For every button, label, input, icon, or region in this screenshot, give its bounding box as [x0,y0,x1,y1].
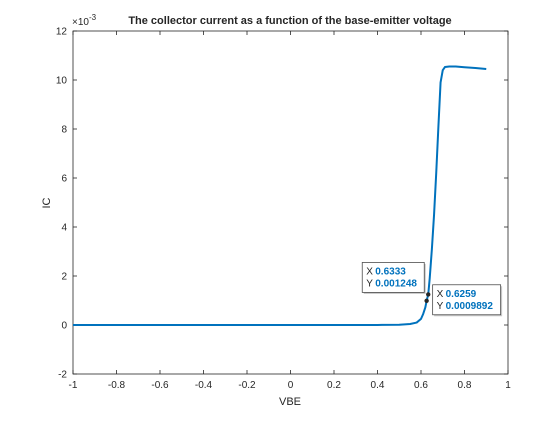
chart-title: The collector current as a function of t… [128,15,451,27]
datatip-x-value: 0.6333 [375,266,406,277]
datatip-box [432,284,502,316]
y-tick-label: 12 [56,27,68,38]
x-tick-label: 0.8 [458,380,472,391]
x-tick-label: 0.6 [414,380,428,391]
datatip-y-value: 0.001248 [375,278,417,289]
datatip-x-key: X [366,266,373,277]
datatip-marker[interactable] [426,292,431,297]
x-tick-label: -1 [69,380,78,391]
x-axis-label: VBE [279,396,301,408]
x-tick-label: 0 [288,380,294,391]
y-axis-exponent: ×10 -3 [72,13,97,28]
y-tick-label: 10 [56,76,68,87]
y-tick-label: 0 [61,321,67,332]
y-axis-label: IC [41,197,53,208]
datatip-y-key: Y [437,301,444,312]
y-tick-label: 6 [61,174,67,185]
x-tick-label: -0.4 [195,380,213,391]
plot-area [72,30,509,375]
y-tick-label: -2 [58,370,67,381]
x-tick-label: -0.2 [238,380,256,391]
datatip-y-key: Y [366,278,373,289]
y-tick-label: 8 [61,125,67,136]
y-tick-labels: -2 0 2 4 6 8 10 12 [56,27,68,381]
datatip-marker[interactable] [424,298,429,303]
y-tick-label: 4 [61,223,67,234]
x-tick-label: 0.4 [371,380,385,391]
y-tick-label: 2 [61,272,67,283]
datatip-x-value: 0.6259 [446,289,477,300]
x-tick-labels: -1 -0.8 -0.6 -0.4 -0.2 0 0.2 0.4 0.6 0.8 1 [69,380,512,391]
y-exponent-base: ×10 [72,17,89,28]
datatip-x-key: X [437,289,444,300]
x-tick-label: 0.2 [327,380,341,391]
x-tick-label: 1 [505,380,511,391]
datatip-y-value: 0.0009892 [446,301,494,312]
x-tick-label: -0.8 [108,380,126,391]
datatip-box [361,262,425,293]
x-tick-label: -0.6 [151,380,169,391]
y-exponent-power: -3 [89,13,97,22]
